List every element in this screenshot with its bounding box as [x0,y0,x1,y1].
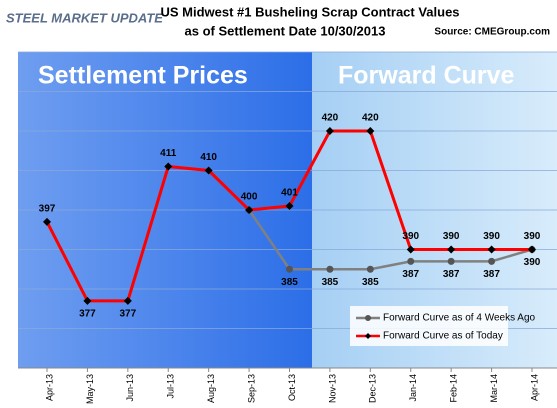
data-label: 401 [281,188,298,199]
legend-label: Forward Curve as of Today [383,331,503,342]
data-label: 420 [362,113,379,124]
legend-marker [365,333,371,339]
marker [366,127,375,135]
legend-marker [365,315,371,321]
data-label: 390 [524,257,541,268]
marker [447,245,456,254]
panel-label: Forward Curve [338,62,515,90]
x-tick-label: Apr-14 [529,374,539,401]
marker [285,202,294,211]
x-tick-label: Feb-14 [449,374,459,403]
marker [123,296,132,305]
x-tick-label: Oct-13 [287,374,297,401]
logo: STEEL MARKET UPDATE [6,10,163,25]
x-tick-label: Sep-13 [246,374,256,403]
chart-subtitle: as of Settlement Date 10/30/2013 [185,23,386,38]
marker [366,265,374,273]
data-label: 411 [160,148,177,159]
marker [43,217,51,226]
marker [204,166,213,175]
data-label: 400 [241,192,258,203]
data-label: 410 [200,152,217,163]
data-label: 390 [402,231,419,242]
marker [407,257,415,265]
x-tick-label: Jan-14 [408,374,418,402]
x-tick-label: Jul-13 [166,374,176,399]
chart-title: US Midwest #1 Busheling Scrap Contract V… [160,4,459,19]
data-label: 390 [483,231,500,242]
marker [487,245,496,254]
x-tick-label: Dec-13 [368,374,378,403]
marker [286,265,293,273]
data-label: 390 [524,231,541,242]
data-label: 390 [443,231,460,242]
x-tick-label: Apr-13 [44,374,54,401]
x-tick-label: Jun-13 [125,374,135,402]
x-tick-label: Nov-13 [327,374,337,403]
source: Source: CMEGroup.com [434,27,550,38]
marker [164,162,173,171]
data-label: 397 [39,203,56,214]
data-label: 377 [79,308,96,319]
data-label: 385 [322,277,339,288]
data-label: 420 [322,113,339,124]
x-tick-label: May-13 [85,374,95,404]
legend [350,306,508,346]
data-label: 387 [402,269,419,280]
marker [406,245,415,254]
legend-label: Forward Curve as of 4 Weeks Ago [383,313,536,324]
data-label: 387 [443,269,460,280]
marker [245,206,254,214]
data-label: 377 [119,308,136,319]
x-tick-label: Mar-14 [489,374,499,403]
marker [83,296,92,305]
marker [325,127,334,135]
marker [326,265,334,273]
data-label: 385 [281,277,298,288]
data-label: 387 [483,269,500,280]
panel-label: Settlement Prices [38,62,248,90]
marker [447,257,455,265]
x-tick-label: Aug-13 [206,374,216,403]
data-label: 385 [362,277,379,288]
marker [488,257,496,265]
series-line [248,209,533,271]
marker [528,245,536,254]
